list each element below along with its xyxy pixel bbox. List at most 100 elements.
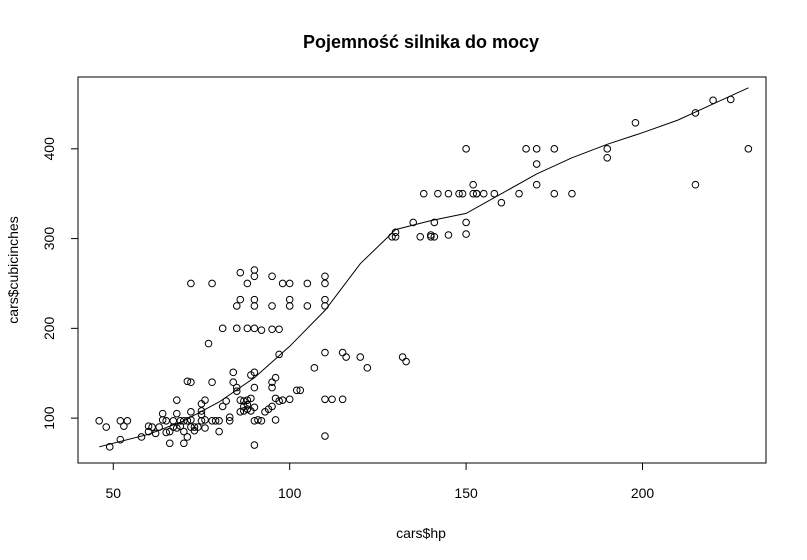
data-point [631, 118, 640, 127]
data-point [232, 387, 241, 395]
data-point [603, 153, 612, 162]
data-point [194, 423, 202, 431]
data-point [490, 189, 499, 198]
data-point [321, 348, 329, 357]
data-point [321, 279, 329, 288]
data-point [158, 409, 167, 418]
data-point [338, 348, 347, 357]
data-point [321, 272, 329, 281]
data-point [95, 417, 103, 425]
x-axis: 50 100 150 200 [105, 462, 655, 501]
data-point [180, 417, 188, 425]
data-point [204, 339, 213, 348]
data-point [321, 395, 329, 404]
data-point [187, 378, 195, 387]
data-point [201, 396, 209, 404]
data-point [532, 160, 541, 168]
data-point [236, 268, 245, 277]
data-point [172, 409, 181, 418]
data-point [278, 396, 287, 404]
data-point [296, 386, 305, 395]
data-point [268, 402, 276, 411]
data-point [462, 145, 470, 153]
data-point [172, 396, 181, 404]
data-point [183, 433, 192, 441]
data-point [321, 302, 329, 310]
data-point [261, 408, 269, 416]
data-point [250, 295, 259, 304]
data-point [257, 326, 266, 334]
data-point [187, 279, 195, 288]
data-point [250, 324, 259, 333]
data-point [416, 232, 425, 241]
smooth-line [99, 87, 749, 448]
data-point [183, 377, 192, 386]
data-point [285, 279, 294, 288]
data-point [419, 189, 428, 198]
data-point [691, 180, 700, 189]
data-point [462, 230, 470, 238]
data-point [218, 324, 227, 333]
data-point [162, 428, 171, 437]
data-point [116, 435, 125, 444]
data-point [271, 373, 280, 382]
data-point [550, 145, 559, 153]
data-point [285, 295, 294, 304]
data-point [268, 325, 276, 334]
data-point [236, 396, 245, 404]
data-point [172, 424, 181, 432]
x-tick-label: 50 [105, 485, 121, 501]
data-point [275, 397, 283, 405]
data-point [197, 407, 206, 415]
y-axis: 100 200 300 400 [41, 137, 79, 430]
data-point [190, 423, 199, 431]
data-point [250, 272, 259, 281]
data-point [515, 189, 523, 198]
data-point [229, 368, 238, 377]
data-point [105, 443, 114, 451]
data-point [236, 408, 245, 416]
data-point [201, 424, 209, 432]
data-point [250, 266, 259, 274]
data-point [532, 145, 541, 153]
data-point [271, 416, 280, 424]
data-point [409, 218, 417, 227]
data-point [427, 231, 435, 239]
data-point [398, 353, 407, 361]
data-point [603, 145, 612, 153]
data-point [232, 324, 241, 333]
data-point [201, 416, 209, 424]
x-tick-label: 100 [278, 485, 302, 501]
x-tick-label: 150 [454, 485, 478, 501]
data-point [254, 416, 262, 424]
data-point [243, 279, 252, 288]
data-point [169, 423, 178, 431]
data-point [229, 378, 238, 387]
data-point [458, 189, 467, 198]
data-point [278, 279, 287, 288]
data-point [120, 422, 128, 430]
data-point [250, 302, 259, 310]
x-tick-label: 200 [631, 485, 655, 501]
data-point [268, 302, 276, 310]
plot-frame [77, 76, 767, 464]
data-point [208, 378, 216, 387]
data-point [691, 109, 700, 117]
data-point [250, 383, 259, 392]
data-point [225, 413, 234, 422]
data-point [356, 353, 365, 361]
data-point [222, 397, 230, 405]
data-point [363, 364, 372, 372]
data-point [497, 198, 506, 207]
data-point [342, 353, 350, 361]
data-point [522, 145, 530, 153]
data-point [243, 400, 252, 409]
data-point [180, 427, 188, 436]
data-point [532, 180, 541, 189]
data-point [462, 218, 470, 227]
data-point [275, 325, 283, 334]
data-point [232, 302, 241, 310]
data-point [744, 145, 753, 153]
data-point [236, 295, 245, 304]
